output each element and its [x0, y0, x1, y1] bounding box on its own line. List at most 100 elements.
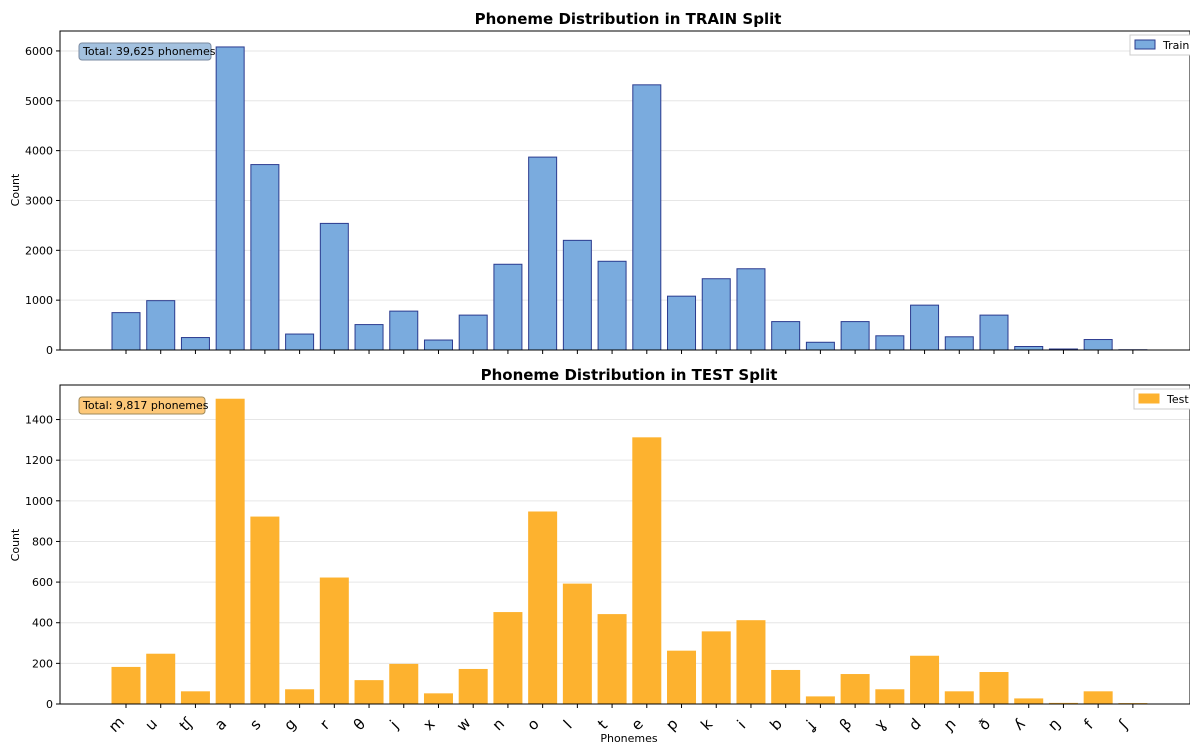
test-y-tick-label: 200	[32, 657, 53, 670]
test-x-tick-label: r	[316, 715, 334, 733]
test-bar-d	[910, 655, 940, 705]
test-x-tick-label: p	[662, 715, 681, 734]
test-x-tick-label: ʎ	[1010, 715, 1029, 734]
test-bar-w	[458, 668, 488, 705]
train-bar-f	[1083, 339, 1113, 351]
test-total-annotation: Total: 9,817 phonemes	[78, 396, 209, 415]
train-y-tick-label: 3000	[25, 194, 53, 207]
test-x-tick-label: ʝ	[802, 716, 820, 734]
train-legend-swatch	[1134, 39, 1156, 50]
test-bar-r	[319, 577, 349, 705]
test-legend: Test	[1133, 388, 1190, 410]
test-chart-title: Phoneme Distribution in TEST Split	[481, 366, 778, 384]
train-bar-ɣ	[875, 335, 905, 351]
test-x-tick-label: ʃ	[1114, 716, 1132, 734]
test-x-tick-label: d	[905, 715, 924, 734]
test-x-tick-label: ð	[975, 715, 994, 734]
test-bar-ɣ	[875, 689, 905, 705]
test-x-tick-label: ɣ	[871, 715, 890, 734]
test-bar-tʃ	[180, 691, 210, 705]
train-bar-x	[423, 339, 453, 351]
train-plot-frame	[59, 30, 1190, 351]
train-total-box	[78, 42, 212, 61]
test-legend-label: Test	[1166, 393, 1189, 406]
train-bar-a	[215, 46, 245, 351]
test-x-tick-label: w	[453, 714, 474, 735]
test-bar-u	[146, 653, 176, 705]
test-bars	[111, 398, 1148, 705]
test-x-tick-label: ŋ	[1044, 715, 1063, 734]
train-bar-i	[736, 268, 766, 351]
test-x-tick-label: g	[280, 715, 299, 734]
train-bar-ʝ	[805, 341, 835, 351]
test-bar-m	[111, 666, 141, 705]
test-bar-b	[771, 669, 801, 705]
test-bar-ʝ	[805, 696, 835, 705]
train-bar-l	[562, 239, 592, 351]
test-x-axis-label: Phonemes	[600, 732, 658, 745]
train-y-tick-label: 0	[46, 344, 53, 357]
train-bar-o	[528, 156, 558, 351]
train-chart-panel: Phoneme Distribution in TRAIN Split 0 100…	[9, 10, 1190, 357]
test-bar-i	[736, 620, 766, 705]
train-bar-w	[458, 314, 488, 351]
test-bar-a	[215, 398, 245, 705]
train-bar-ʎ	[1014, 346, 1044, 351]
train-bar-t	[597, 260, 627, 351]
train-bar-m	[111, 312, 141, 351]
test-x-tick-label: f	[1080, 716, 1097, 733]
train-y-tick-label: 1000	[25, 294, 53, 307]
test-bar-t	[597, 614, 627, 705]
test-x-tick-label: b	[766, 715, 785, 734]
test-x-tick-label: n	[489, 715, 508, 734]
test-x-tick-label: k	[697, 715, 716, 734]
test-y-tick-label: 800	[32, 535, 53, 548]
test-x-tick-marks	[125, 704, 1134, 708]
train-total-text: Total: 39,625 phonemes	[82, 45, 216, 58]
test-bar-k	[701, 631, 731, 705]
test-y-tick-label: 1400	[25, 414, 53, 427]
train-bar-β	[840, 321, 870, 351]
test-x-tick-label: x	[419, 715, 438, 734]
test-bar-ð	[979, 672, 1009, 705]
train-y-ticks: 0 1000 2000 3000 4000 5000 6000	[25, 45, 60, 357]
train-total-annotation: Total: 39,625 phonemes	[78, 42, 216, 61]
test-bar-l	[562, 583, 592, 705]
test-total-box	[78, 396, 206, 415]
test-bar-e	[632, 437, 662, 705]
test-x-tick-label: t	[594, 716, 611, 733]
test-y-tick-label: 600	[32, 576, 53, 589]
train-bar-n	[493, 263, 523, 351]
train-bar-p	[667, 295, 697, 351]
test-x-tick-label: ɲ	[939, 715, 959, 735]
test-bar-n	[493, 612, 523, 705]
test-x-tick-label: i	[734, 717, 750, 733]
train-legend: Train	[1129, 34, 1190, 56]
train-y-tick-label: 5000	[25, 95, 53, 108]
test-x-tick-label: o	[523, 715, 542, 734]
test-total-text: Total: 9,817 phonemes	[82, 399, 209, 412]
test-x-tick-label: m	[105, 713, 128, 736]
train-chart-title: Phoneme Distribution in TRAIN Split	[475, 10, 782, 28]
train-gridlines	[60, 50, 1190, 351]
test-x-tick-label: u	[141, 715, 160, 734]
test-bar-p	[667, 650, 697, 705]
train-y-tick-label: 6000	[25, 45, 53, 58]
test-bar-θ	[354, 680, 384, 705]
train-y-tick-label: 4000	[25, 145, 53, 158]
train-y-tick-label: 2000	[25, 244, 53, 257]
test-legend-swatch	[1138, 393, 1160, 404]
test-x-tick-label: β	[836, 715, 856, 735]
train-x-tick-marks	[125, 350, 1134, 354]
train-legend-label: Train	[1162, 39, 1189, 52]
test-bar-f	[1083, 691, 1113, 705]
train-bars	[111, 46, 1148, 351]
test-bar-x	[423, 693, 453, 705]
test-y-tick-label: 0	[46, 698, 53, 711]
train-bar-u	[146, 300, 176, 351]
train-bar-tʃ	[180, 337, 210, 351]
test-y-ticks: 0 200 400 600 800 1000 1200 1400	[25, 414, 60, 711]
test-x-tick-label: a	[211, 715, 230, 734]
train-bar-b	[771, 321, 801, 351]
